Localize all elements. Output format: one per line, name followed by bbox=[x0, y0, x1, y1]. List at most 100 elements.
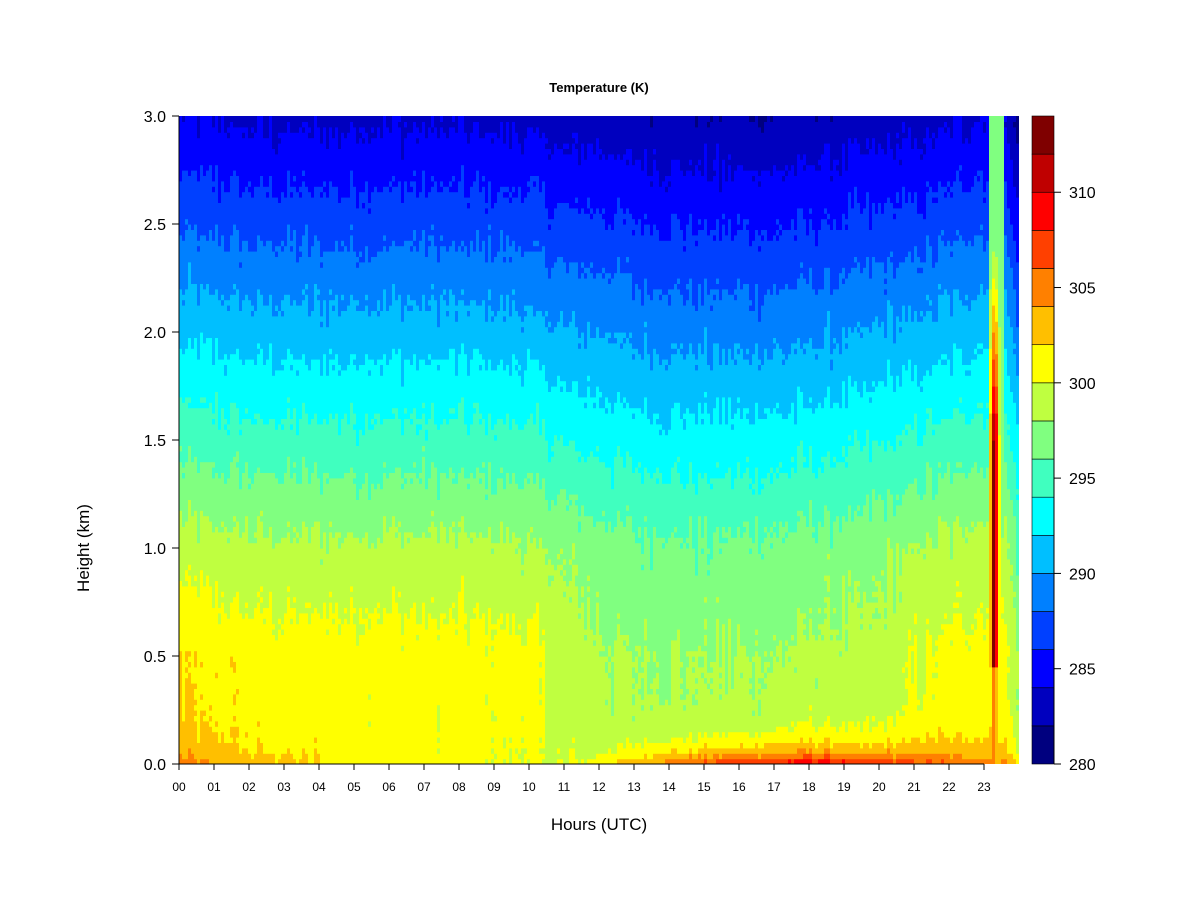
heatmap-cell bbox=[281, 629, 285, 635]
heatmap-cell bbox=[269, 526, 273, 592]
heatmap-cell bbox=[698, 170, 702, 220]
heatmap-cell bbox=[812, 753, 816, 760]
heatmap-cell bbox=[344, 116, 348, 139]
heatmap-cell bbox=[203, 234, 207, 290]
heatmap-cell bbox=[965, 542, 969, 635]
heatmap-cell bbox=[674, 348, 678, 355]
heatmap-cell bbox=[242, 191, 246, 241]
heatmap-cell bbox=[656, 688, 660, 695]
heatmap-cell bbox=[686, 283, 690, 290]
heatmap-cell bbox=[785, 742, 789, 754]
heatmap-cell bbox=[377, 299, 381, 311]
heatmap-cell bbox=[482, 359, 486, 419]
heatmap-cell bbox=[269, 591, 273, 754]
heatmap-cell bbox=[761, 677, 765, 689]
heatmap-cell bbox=[671, 288, 675, 344]
heatmap-cell bbox=[467, 116, 471, 144]
heatmap-cell bbox=[446, 251, 450, 306]
heatmap-cell bbox=[563, 261, 567, 328]
heatmap-cell bbox=[932, 429, 936, 436]
heatmap-cell bbox=[383, 607, 387, 764]
heatmap-cell bbox=[884, 607, 888, 619]
heatmap-cell bbox=[689, 170, 693, 214]
heatmap-cell bbox=[950, 375, 954, 419]
heatmap-cell bbox=[614, 342, 618, 403]
heatmap-cell bbox=[950, 645, 954, 743]
heatmap-cell bbox=[704, 602, 708, 619]
heatmap-cell bbox=[233, 715, 237, 722]
heatmap-cell bbox=[794, 531, 798, 646]
heatmap-cell bbox=[635, 348, 639, 409]
heatmap-cell bbox=[368, 143, 372, 203]
heatmap-cell bbox=[581, 261, 585, 268]
heatmap-cell bbox=[413, 170, 417, 176]
heatmap-cell bbox=[884, 153, 888, 203]
colorbar-tick-label: 280 bbox=[1069, 757, 1096, 774]
heatmap-cell bbox=[422, 456, 426, 533]
heatmap-cell bbox=[653, 148, 657, 155]
heatmap-cell bbox=[746, 758, 750, 764]
heatmap-cell bbox=[818, 607, 822, 614]
heatmap-cell bbox=[440, 234, 444, 241]
heatmap-cell bbox=[179, 288, 183, 349]
heatmap-cell bbox=[638, 472, 642, 527]
heatmap-cell bbox=[794, 666, 798, 673]
heatmap-cell bbox=[824, 747, 828, 754]
heatmap-cell bbox=[377, 623, 381, 764]
heatmap-cell bbox=[281, 240, 285, 247]
heatmap-cell bbox=[479, 618, 483, 764]
heatmap-cell bbox=[977, 407, 981, 414]
heatmap-cell bbox=[488, 461, 492, 527]
heatmap-cell bbox=[293, 472, 297, 527]
heatmap-cell bbox=[296, 369, 300, 376]
heatmap-cell bbox=[842, 278, 846, 284]
heatmap-cell bbox=[509, 197, 513, 203]
heatmap-cell bbox=[770, 175, 774, 241]
heatmap-cell bbox=[800, 510, 804, 614]
heatmap-cell bbox=[671, 116, 675, 160]
heatmap-cell bbox=[926, 731, 930, 754]
heatmap-cell bbox=[233, 704, 237, 716]
heatmap-cell bbox=[590, 396, 594, 452]
heatmap-cell bbox=[878, 580, 882, 614]
heatmap-cell bbox=[941, 186, 945, 230]
heatmap-cell bbox=[1016, 423, 1019, 490]
heatmap-cell bbox=[713, 477, 717, 533]
heatmap-cell bbox=[236, 693, 240, 727]
heatmap-cell bbox=[359, 251, 363, 257]
heatmap-cell bbox=[431, 461, 435, 511]
heatmap-cell bbox=[800, 391, 804, 441]
heatmap-cell bbox=[740, 164, 744, 230]
heatmap-cell bbox=[725, 758, 729, 764]
heatmap-cell bbox=[809, 618, 813, 706]
heatmap-cell bbox=[722, 747, 726, 754]
heatmap-cell bbox=[737, 229, 741, 279]
heatmap-cell bbox=[653, 413, 657, 473]
heatmap-cell bbox=[395, 531, 399, 538]
heatmap-cell bbox=[935, 639, 939, 646]
heatmap-cell bbox=[764, 407, 768, 414]
heatmap-cell bbox=[878, 618, 882, 722]
heatmap-cell bbox=[281, 429, 285, 484]
heatmap-cell bbox=[479, 137, 483, 193]
heatmap-cell bbox=[668, 294, 672, 306]
heatmap-cell bbox=[839, 353, 843, 409]
heatmap-cell bbox=[185, 569, 189, 581]
heatmap-cell bbox=[242, 418, 246, 473]
x-tick-label: 16 bbox=[732, 780, 746, 794]
y-tick-label: 0.0 bbox=[144, 757, 166, 774]
heatmap-cell bbox=[815, 294, 819, 349]
heatmap-cell bbox=[224, 429, 228, 484]
heatmap-cell bbox=[572, 742, 576, 749]
heatmap-cell bbox=[197, 305, 201, 360]
heatmap-cell bbox=[983, 629, 987, 635]
heatmap-cell bbox=[233, 224, 237, 284]
heatmap-cell bbox=[728, 526, 732, 619]
heatmap-cell bbox=[749, 477, 753, 484]
heatmap-cell bbox=[404, 180, 408, 241]
heatmap-cell bbox=[1013, 758, 1017, 764]
heatmap-cell bbox=[695, 683, 699, 689]
heatmap-cell bbox=[374, 488, 378, 549]
heatmap-cell bbox=[488, 132, 492, 182]
heatmap-cell bbox=[908, 423, 912, 484]
